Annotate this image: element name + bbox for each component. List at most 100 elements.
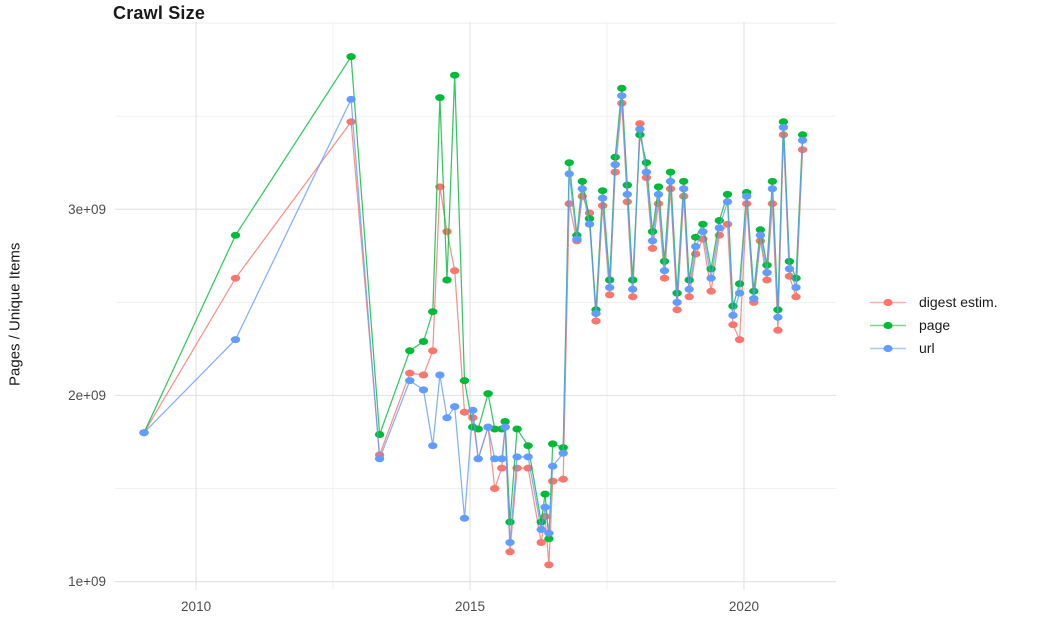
data-point — [564, 159, 574, 167]
data-point — [584, 215, 595, 223]
data-point — [628, 285, 638, 293]
series-line — [143, 95, 804, 543]
data-point — [778, 118, 789, 126]
data-point — [755, 226, 766, 234]
data-point — [691, 243, 701, 250]
data-point — [767, 177, 778, 185]
data-point — [722, 220, 733, 228]
data-point — [734, 289, 745, 297]
legend-key-dot — [883, 298, 893, 306]
data-point — [617, 92, 627, 100]
data-point — [706, 287, 716, 295]
data-point — [672, 298, 682, 306]
data-point — [459, 408, 470, 416]
data-point — [450, 267, 460, 275]
data-point — [473, 425, 483, 433]
data-point — [665, 168, 676, 176]
data-point — [505, 548, 515, 556]
data-point — [473, 455, 483, 463]
data-point — [523, 442, 533, 450]
data-point — [468, 406, 478, 414]
legend-key-url — [870, 344, 906, 352]
y-tick-label: 1e+09 — [68, 574, 106, 589]
data-point — [558, 449, 568, 457]
data-point — [791, 284, 801, 291]
data-point — [450, 71, 460, 79]
data-point — [714, 224, 724, 232]
data-point — [591, 310, 601, 317]
data-point — [505, 539, 515, 546]
data-point — [722, 198, 733, 206]
x-tick-label: 2015 — [455, 599, 485, 614]
data-point — [584, 220, 595, 228]
data-point — [641, 159, 652, 167]
data-point — [428, 442, 438, 450]
data-point — [610, 161, 620, 169]
data-point — [483, 423, 493, 431]
data-point — [540, 503, 550, 511]
data-point — [628, 293, 638, 301]
data-point — [773, 326, 783, 334]
data-point — [500, 418, 510, 425]
data-point — [548, 477, 558, 485]
data-point — [605, 291, 615, 299]
data-point — [728, 311, 738, 319]
data-point — [418, 386, 429, 394]
data-point — [679, 185, 689, 193]
data-point — [698, 220, 708, 228]
data-point — [791, 293, 801, 301]
data-point — [762, 276, 772, 284]
data-point — [635, 120, 645, 128]
data-point — [544, 561, 554, 569]
data-point — [622, 190, 632, 198]
legend-label-page: page — [919, 317, 951, 333]
data-point — [512, 425, 522, 433]
data-point — [659, 267, 670, 275]
data-point — [684, 293, 694, 301]
data-point — [544, 535, 554, 543]
data-point — [577, 177, 587, 185]
data-point — [672, 306, 682, 314]
data-point — [698, 228, 708, 236]
data-point — [784, 265, 795, 273]
data-point — [346, 118, 356, 126]
data-point — [230, 274, 241, 282]
legend-key-digest-estim — [870, 298, 906, 306]
data-point — [374, 431, 385, 438]
data-point — [459, 377, 470, 385]
data-point — [405, 377, 415, 385]
data-point — [762, 269, 772, 277]
data-point — [635, 125, 645, 133]
data-point — [405, 369, 415, 377]
data-point — [374, 455, 385, 463]
data-point — [610, 153, 620, 161]
data-point — [346, 95, 356, 103]
data-point — [523, 453, 533, 461]
data-point — [767, 200, 778, 208]
data-point — [497, 455, 507, 463]
data-point — [605, 284, 615, 291]
data-point — [641, 168, 652, 176]
data-point — [230, 336, 241, 344]
data-point — [742, 192, 752, 200]
data-point — [734, 280, 745, 288]
data-point — [346, 53, 356, 61]
data-point — [647, 228, 658, 236]
data-point — [728, 321, 738, 329]
data-point — [548, 440, 558, 448]
data-point — [572, 235, 582, 243]
data-point — [450, 403, 460, 411]
legend-label-digest-estim: digest estim. — [919, 294, 998, 310]
data-point — [435, 94, 445, 102]
series-url — [139, 92, 808, 546]
data-point — [767, 185, 778, 193]
data-point — [442, 276, 452, 284]
data-point — [665, 177, 676, 185]
legend-key-page — [870, 321, 906, 329]
data-point — [442, 414, 452, 422]
data-point — [617, 84, 627, 92]
data-point — [597, 187, 608, 195]
data-point — [536, 526, 546, 533]
x-tick-label: 2020 — [729, 599, 759, 614]
